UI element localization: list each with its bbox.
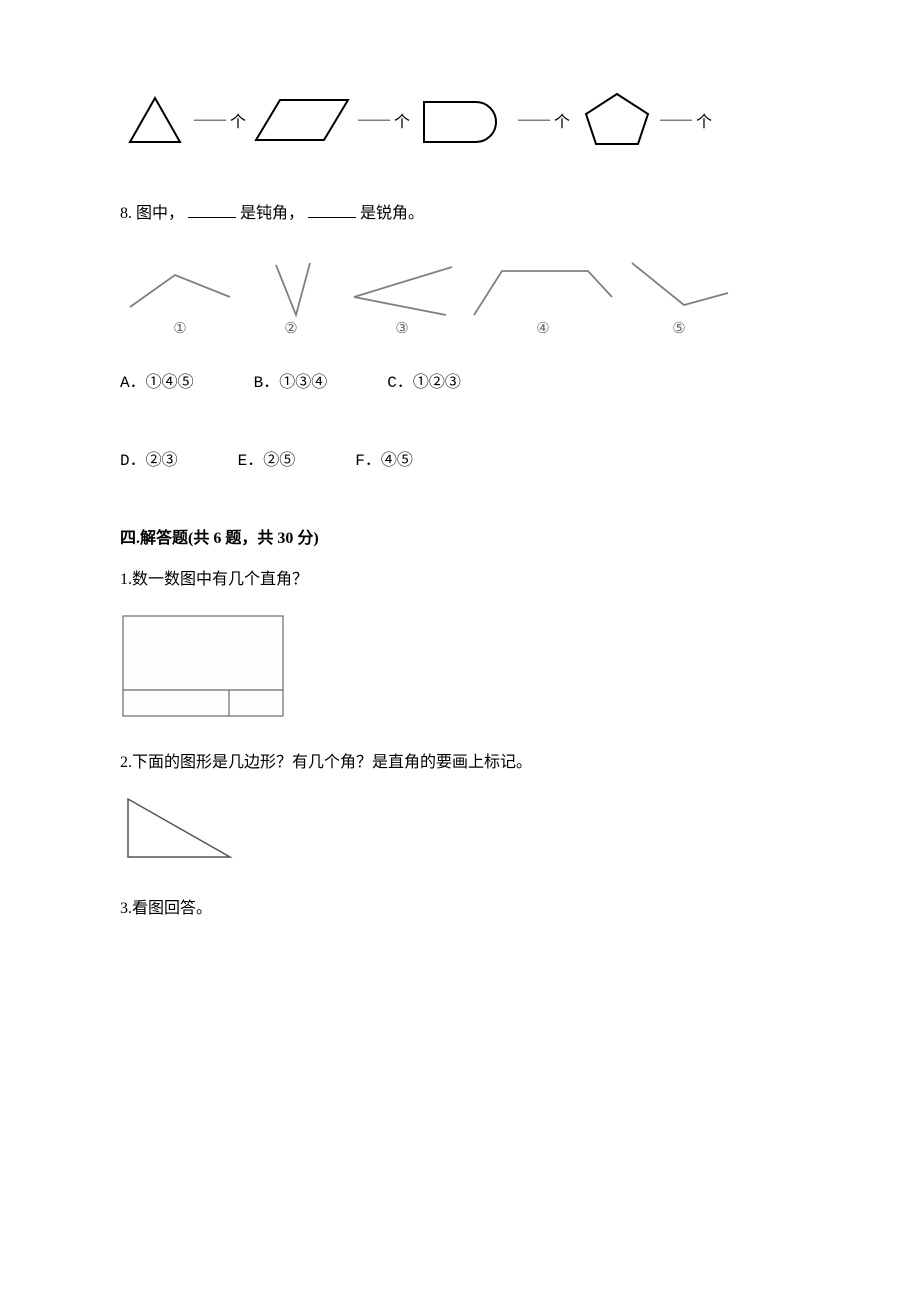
rect-grid-icon xyxy=(120,613,286,719)
unit-label: 个 xyxy=(230,108,246,132)
opt-d: D．②③ xyxy=(120,446,178,470)
q8-angles-row: ① ② ③ ④ ⑤ xyxy=(120,257,800,338)
q8-text: 8. 图中， 是钝角， 是锐角。 xyxy=(120,200,800,229)
opt-b-text: ①③④ xyxy=(279,374,327,392)
page: —— 个 —— 个 —— 个 —— 个 8. 图中， xyxy=(0,0,920,998)
q8-blank-1 xyxy=(188,201,236,218)
opt-a: A．①④⑤ xyxy=(120,368,194,392)
q8-options-row-2: D．②③ E．②⑤ F．④⑤ xyxy=(120,446,800,470)
shape-item-pentagon: —— 个 xyxy=(578,90,712,150)
angle-4: ④ xyxy=(468,257,618,338)
stadium-icon xyxy=(418,92,514,148)
q8-options: A．①④⑤ B．①③④ C．①②③ D．②③ E．②⑤ F．④⑤ xyxy=(120,368,800,470)
opt-e-letter: E． xyxy=(238,452,264,470)
dash: —— xyxy=(518,111,550,129)
angle-3-label: ③ xyxy=(395,319,408,338)
unit-label: 个 xyxy=(394,108,410,132)
opt-a-text: ①④⑤ xyxy=(146,374,194,392)
opt-f: F．④⑤ xyxy=(355,446,413,470)
q8-prefix: 图中， xyxy=(136,205,184,222)
s4-q2-text: 2.下面的图形是几边形？有几个角？是直角的要画上标记。 xyxy=(120,749,800,778)
opt-b: B．①③④ xyxy=(254,368,328,392)
q8-suffix: 是锐角。 xyxy=(360,205,424,222)
opt-f-letter: F． xyxy=(355,452,381,470)
angle-2: ② xyxy=(246,257,336,338)
q8-options-row-1: A．①④⑤ B．①③④ C．①②③ xyxy=(120,368,800,392)
opt-c-letter: C． xyxy=(387,374,413,392)
s4-q2-figure xyxy=(120,795,800,865)
shape-item-triangle: —— 个 xyxy=(120,92,246,148)
shape-item-parallelogram: —— 个 xyxy=(254,92,410,148)
s4-q1-text: 1.数一数图中有几个直角？ xyxy=(120,566,800,595)
angle-1: ① xyxy=(120,257,240,338)
opt-f-text: ④⑤ xyxy=(381,452,413,470)
s4-q3-text: 3.看图回答。 xyxy=(120,895,800,924)
dash: —— xyxy=(358,111,390,129)
q8-mid: 是钝角， xyxy=(240,205,304,222)
section-4-heading: 四.解答题(共 6 题，共 30 分) xyxy=(120,524,800,548)
triangle-icon xyxy=(120,92,190,148)
angle-2-icon xyxy=(246,257,336,317)
opt-d-text: ②③ xyxy=(146,452,178,470)
angle-4-label: ④ xyxy=(536,319,549,338)
opt-c-text: ①②③ xyxy=(413,374,461,392)
right-triangle-icon xyxy=(120,795,240,865)
angle-5-label: ⑤ xyxy=(672,319,685,338)
angle-5: ⑤ xyxy=(624,257,734,338)
angle-3-icon xyxy=(342,257,462,317)
angle-5-icon xyxy=(624,257,734,317)
angle-1-icon xyxy=(120,257,240,317)
s4-q1-figure xyxy=(120,613,800,719)
opt-e-text: ②⑤ xyxy=(263,452,295,470)
angle-3: ③ xyxy=(342,257,462,338)
angle-4-icon xyxy=(468,257,618,317)
parallelogram-icon xyxy=(254,92,354,148)
opt-d-letter: D． xyxy=(120,452,146,470)
opt-b-letter: B． xyxy=(254,374,280,392)
q8-number: 8. xyxy=(120,205,132,222)
opt-e: E．②⑤ xyxy=(238,446,296,470)
opt-a-letter: A． xyxy=(120,374,146,392)
angle-1-label: ① xyxy=(173,319,186,338)
pentagon-icon xyxy=(578,90,656,150)
unit-label: 个 xyxy=(696,108,712,132)
q8-blank-2 xyxy=(308,201,356,218)
unit-label: 个 xyxy=(554,108,570,132)
angle-2-label: ② xyxy=(284,319,297,338)
dash: —— xyxy=(194,111,226,129)
shape-item-stadium: —— 个 xyxy=(418,92,570,148)
opt-c: C．①②③ xyxy=(387,368,461,392)
dash: —— xyxy=(660,111,692,129)
shape-count-row: —— 个 —— 个 —— 个 —— 个 xyxy=(120,90,800,150)
